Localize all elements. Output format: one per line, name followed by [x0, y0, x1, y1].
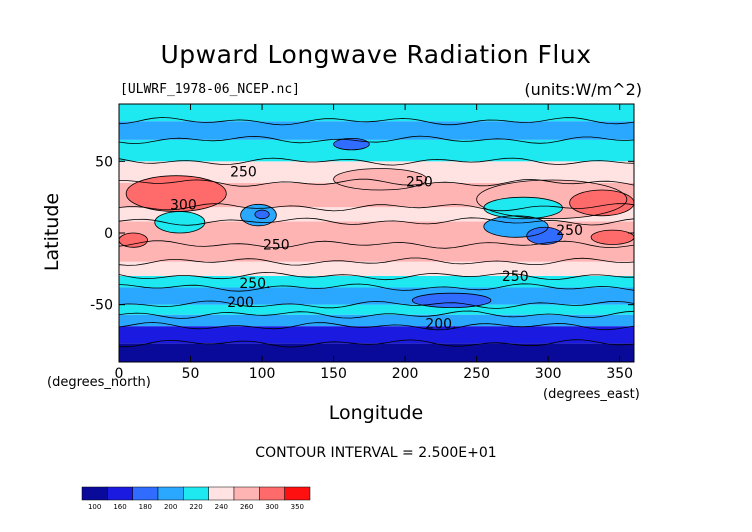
contour-label: 250 — [406, 174, 433, 190]
chart-title: Upward Longwave Radiation Flux — [160, 40, 592, 69]
x-tick-label: 350 — [606, 366, 633, 382]
x-tick-label: 250 — [463, 366, 490, 382]
contour-label: 200 — [227, 295, 254, 311]
y-tick-label: 0 — [104, 226, 113, 242]
contour-outline — [569, 189, 634, 217]
colorbar-swatch — [132, 486, 159, 501]
zonal-band — [119, 314, 634, 327]
contour-outline — [483, 196, 563, 220]
zonal-band — [119, 139, 634, 162]
contour-label: 200. — [425, 316, 456, 332]
region-blob — [154, 211, 205, 233]
contour-outline — [154, 211, 206, 234]
longitude-units-note: (degrees_east) — [543, 387, 640, 402]
contour-line — [119, 178, 634, 187]
zonal-band — [119, 276, 634, 288]
zonal-band — [119, 121, 634, 140]
zonal-band — [119, 304, 634, 315]
contour-line — [119, 203, 634, 212]
contour-label: 250 — [556, 223, 583, 239]
region-blob — [126, 175, 227, 212]
contour-outline — [411, 292, 492, 308]
contour-outline — [526, 226, 563, 245]
contour-lines — [119, 117, 634, 348]
x-tick-label: 150 — [320, 366, 347, 382]
colorbar-swatch — [208, 486, 235, 501]
zonal-band — [119, 261, 634, 276]
contour-line — [119, 157, 634, 166]
zonal-band — [119, 244, 634, 262]
colorbar-label: 260 — [240, 503, 253, 511]
contour-line — [119, 117, 634, 126]
x-axis-label: Longitude — [328, 402, 424, 424]
region-blob — [526, 227, 563, 245]
contour-line — [119, 257, 634, 266]
contour-line — [119, 300, 634, 309]
heatmap-fill — [119, 104, 634, 362]
region-blob — [591, 230, 634, 245]
contour-outline — [483, 215, 549, 238]
contour-outline — [254, 209, 270, 220]
x-tick-label: 50 — [182, 366, 200, 382]
contour-label: 250 — [263, 237, 290, 253]
contour-label: 250 — [502, 269, 529, 285]
contour-outline — [240, 203, 277, 227]
contour-labels: 250 300 250 250 250 250. 250 200 200. — [170, 164, 583, 332]
latitude-units-note: (degrees_north) — [47, 375, 151, 390]
y-tick-label: 50 — [95, 154, 113, 170]
y-ticks: -50 0 50 — [90, 154, 634, 314]
contour-label: 250. — [239, 276, 270, 292]
colorbar-swatch — [233, 486, 260, 501]
region-blob — [569, 190, 634, 216]
contour-line — [119, 322, 634, 331]
zonal-band — [119, 326, 634, 344]
colorbar-label: 160 — [113, 503, 126, 511]
colorbar-label: 220 — [189, 503, 202, 511]
x-tick-label: 200 — [392, 366, 419, 382]
colorbar-label: 200 — [164, 503, 177, 511]
contour-line — [119, 240, 634, 249]
region-blob — [119, 233, 148, 248]
zonal-band — [119, 287, 634, 305]
x-tick-label: 300 — [535, 366, 562, 382]
colorbar-swatch — [107, 486, 133, 501]
contour-interval-label: CONTOUR INTERVAL = 2.500E+01 — [255, 445, 497, 461]
zonal-band — [119, 343, 634, 362]
colorbar-label: 300 — [265, 503, 278, 511]
colorbar-label: 240 — [215, 503, 228, 511]
contour-outline — [333, 137, 370, 151]
contour-outline — [476, 179, 628, 220]
colorbar-swatch — [157, 486, 184, 501]
colorbar-swatch — [81, 486, 108, 501]
contour-line — [119, 271, 634, 281]
y-tick-label: -50 — [90, 298, 113, 314]
contour-outline — [333, 168, 427, 191]
x-ticks: 0 50 100 150 200 250 300 350 — [115, 104, 633, 382]
source-file-label: [ULWRF_1978-06_NCEP.nc] — [120, 82, 301, 97]
units-label: (units:W/m^2) — [524, 80, 642, 99]
x-tick-label: 100 — [249, 366, 276, 382]
colorbar-swatch — [183, 486, 209, 501]
zonal-band — [119, 104, 634, 122]
region-blob — [254, 210, 270, 219]
colorbar-label: 180 — [139, 503, 152, 511]
colorbar-label: 350 — [291, 503, 304, 511]
contour-line — [119, 283, 634, 292]
contour-outline — [590, 229, 634, 245]
colorbar-swatch — [284, 486, 311, 501]
contour-line — [119, 135, 634, 145]
contour-label: 250 — [230, 164, 257, 180]
contour-line — [119, 310, 634, 319]
x-tick-label: 0 — [115, 366, 124, 382]
contour-line — [119, 339, 634, 348]
colorbar-label: 100 — [88, 503, 101, 511]
colorbar: 100 160 180 200 220 240 260 300 350 — [81, 486, 311, 511]
contour-outline — [119, 232, 149, 248]
colorbar-swatch — [259, 486, 285, 501]
contour-label: 300 — [170, 197, 197, 213]
